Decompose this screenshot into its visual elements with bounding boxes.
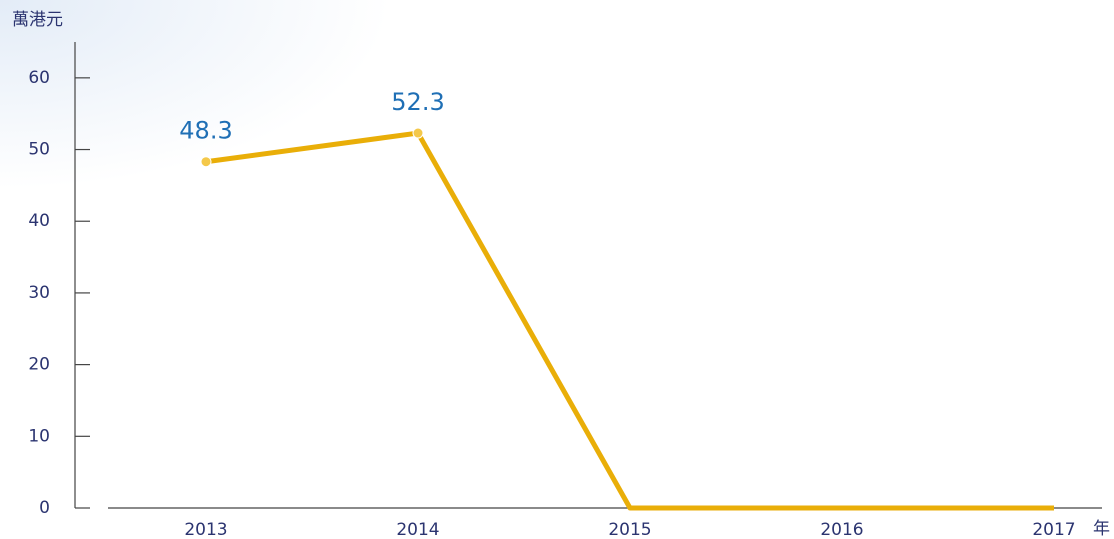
x-tick-label: 2013 — [184, 520, 227, 539]
y-tick-label: 10 — [28, 426, 50, 446]
data-label: 52.3 — [391, 88, 444, 116]
x-tick-label: 2017 — [1032, 520, 1075, 539]
y-tick-label: 20 — [28, 355, 50, 375]
point — [412, 127, 424, 139]
x-axis-label: 年 — [1093, 519, 1110, 539]
y-tick-label: 30 — [28, 283, 50, 303]
y-axis-label: 萬港元 — [12, 10, 63, 30]
point — [200, 156, 212, 168]
x-tick-label: 2015 — [608, 520, 651, 539]
line — [205, 130, 1054, 511]
y-tick-label: 40 — [28, 211, 50, 231]
y-tick-label: 0 — [39, 498, 50, 518]
data-label: 48.3 — [179, 117, 232, 145]
y-tick-label: 60 — [28, 68, 50, 88]
x-tick-label: 2016 — [820, 520, 863, 539]
y-tick-label: 50 — [28, 140, 50, 160]
x-tick-label: 2014 — [396, 520, 439, 539]
